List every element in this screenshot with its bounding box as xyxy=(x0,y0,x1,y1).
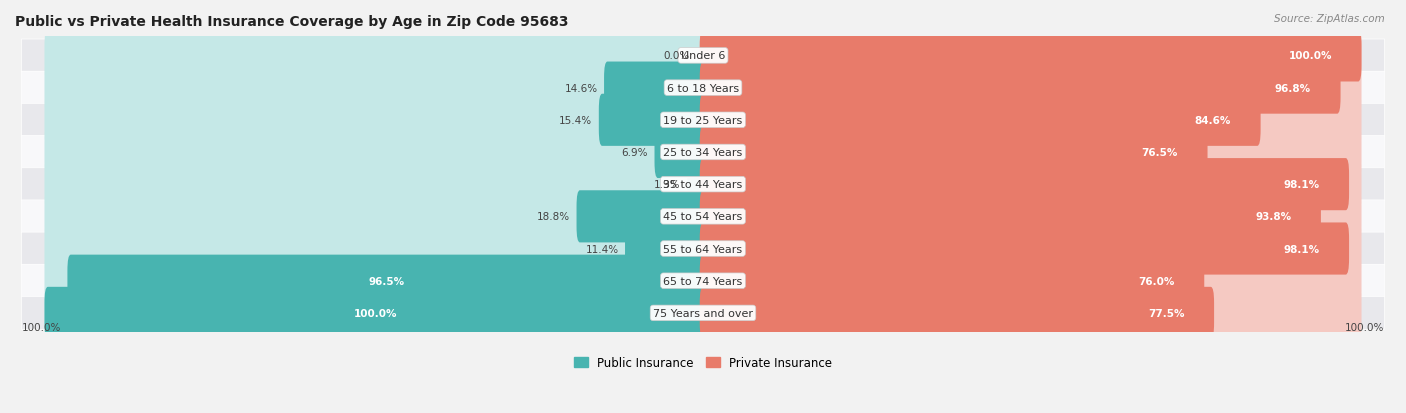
Text: 25 to 34 Years: 25 to 34 Years xyxy=(664,147,742,158)
FancyBboxPatch shape xyxy=(700,95,1361,147)
Text: 1.9%: 1.9% xyxy=(654,180,681,190)
Text: Under 6: Under 6 xyxy=(681,51,725,61)
FancyBboxPatch shape xyxy=(700,30,1361,82)
Legend: Public Insurance, Private Insurance: Public Insurance, Private Insurance xyxy=(569,351,837,374)
Text: 6.9%: 6.9% xyxy=(621,147,648,158)
FancyBboxPatch shape xyxy=(700,191,1320,243)
Text: 75 Years and over: 75 Years and over xyxy=(652,308,754,318)
Text: 98.1%: 98.1% xyxy=(1284,244,1320,254)
FancyBboxPatch shape xyxy=(67,255,706,307)
Text: 55 to 64 Years: 55 to 64 Years xyxy=(664,244,742,254)
FancyBboxPatch shape xyxy=(45,223,706,275)
Text: 93.8%: 93.8% xyxy=(1256,212,1291,222)
FancyBboxPatch shape xyxy=(45,287,706,339)
Text: 100.0%: 100.0% xyxy=(1288,51,1331,61)
Text: 100.0%: 100.0% xyxy=(354,308,396,318)
Text: 11.4%: 11.4% xyxy=(585,244,619,254)
FancyBboxPatch shape xyxy=(21,265,1385,297)
FancyBboxPatch shape xyxy=(21,200,1385,233)
FancyBboxPatch shape xyxy=(700,287,1215,339)
FancyBboxPatch shape xyxy=(700,223,1350,275)
FancyBboxPatch shape xyxy=(45,95,706,147)
Text: 84.6%: 84.6% xyxy=(1195,116,1232,126)
FancyBboxPatch shape xyxy=(700,95,1261,147)
Text: 6 to 18 Years: 6 to 18 Years xyxy=(666,83,740,93)
FancyBboxPatch shape xyxy=(45,159,706,211)
FancyBboxPatch shape xyxy=(700,287,1361,339)
FancyBboxPatch shape xyxy=(45,127,706,178)
Text: 0.0%: 0.0% xyxy=(664,51,690,61)
FancyBboxPatch shape xyxy=(626,223,706,275)
FancyBboxPatch shape xyxy=(45,30,706,82)
FancyBboxPatch shape xyxy=(700,255,1361,307)
Text: Source: ZipAtlas.com: Source: ZipAtlas.com xyxy=(1274,14,1385,24)
FancyBboxPatch shape xyxy=(700,223,1361,275)
Text: 100.0%: 100.0% xyxy=(21,323,60,332)
Text: 15.4%: 15.4% xyxy=(560,116,592,126)
FancyBboxPatch shape xyxy=(21,233,1385,265)
FancyBboxPatch shape xyxy=(688,159,706,211)
FancyBboxPatch shape xyxy=(45,255,706,307)
FancyBboxPatch shape xyxy=(21,40,1385,73)
FancyBboxPatch shape xyxy=(21,169,1385,201)
FancyBboxPatch shape xyxy=(700,159,1350,211)
FancyBboxPatch shape xyxy=(700,62,1340,114)
FancyBboxPatch shape xyxy=(21,136,1385,169)
Text: 98.1%: 98.1% xyxy=(1284,180,1320,190)
FancyBboxPatch shape xyxy=(700,255,1205,307)
FancyBboxPatch shape xyxy=(45,191,706,243)
Text: 19 to 25 Years: 19 to 25 Years xyxy=(664,116,742,126)
Text: Public vs Private Health Insurance Coverage by Age in Zip Code 95683: Public vs Private Health Insurance Cover… xyxy=(15,15,568,29)
Text: 96.8%: 96.8% xyxy=(1275,83,1310,93)
FancyBboxPatch shape xyxy=(21,72,1385,105)
Text: 76.0%: 76.0% xyxy=(1139,276,1175,286)
FancyBboxPatch shape xyxy=(700,62,1361,114)
FancyBboxPatch shape xyxy=(700,191,1361,243)
FancyBboxPatch shape xyxy=(21,297,1385,330)
Text: 77.5%: 77.5% xyxy=(1149,308,1185,318)
Text: 100.0%: 100.0% xyxy=(1346,323,1385,332)
FancyBboxPatch shape xyxy=(700,159,1361,211)
FancyBboxPatch shape xyxy=(655,127,706,178)
Text: 65 to 74 Years: 65 to 74 Years xyxy=(664,276,742,286)
FancyBboxPatch shape xyxy=(45,287,706,339)
FancyBboxPatch shape xyxy=(700,30,1361,82)
FancyBboxPatch shape xyxy=(21,104,1385,137)
FancyBboxPatch shape xyxy=(700,127,1361,178)
FancyBboxPatch shape xyxy=(599,95,706,147)
Text: 76.5%: 76.5% xyxy=(1142,147,1178,158)
Text: 45 to 54 Years: 45 to 54 Years xyxy=(664,212,742,222)
Text: 14.6%: 14.6% xyxy=(564,83,598,93)
Text: 18.8%: 18.8% xyxy=(537,212,569,222)
FancyBboxPatch shape xyxy=(605,62,706,114)
FancyBboxPatch shape xyxy=(576,191,706,243)
FancyBboxPatch shape xyxy=(700,127,1208,178)
FancyBboxPatch shape xyxy=(45,62,706,114)
Text: 96.5%: 96.5% xyxy=(368,276,405,286)
Text: 35 to 44 Years: 35 to 44 Years xyxy=(664,180,742,190)
